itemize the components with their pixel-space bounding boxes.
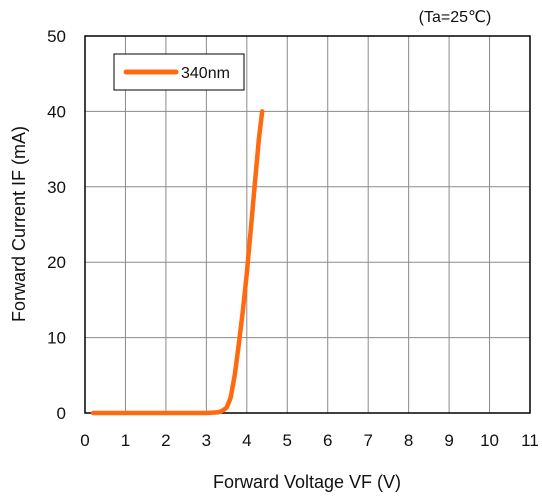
x-tick-label: 1 — [121, 431, 130, 450]
x-axis-label: Forward Voltage VF (V) — [213, 472, 401, 492]
y-tick-label: 50 — [47, 27, 66, 46]
x-tick-label: 3 — [202, 431, 211, 450]
x-tick-label: 4 — [242, 431, 251, 450]
y-axis-label: Forward Current IF (mA) — [9, 126, 29, 322]
legend: 340nm — [113, 53, 245, 91]
y-tick-label: 0 — [57, 404, 66, 423]
x-tick-label: 5 — [283, 431, 292, 450]
legend-label: 340nm — [181, 65, 230, 82]
plot-frame — [84, 35, 531, 414]
x-tick-label: 11 — [521, 431, 539, 450]
x-tick-label: 2 — [161, 431, 170, 450]
series-line-340nm — [90, 109, 265, 416]
x-tick-label: 10 — [480, 431, 499, 450]
temperature-note: (Ta=25℃) — [419, 9, 492, 26]
x-tick-label: 0 — [80, 431, 89, 450]
x-tick-label: 9 — [444, 431, 453, 450]
series-group — [90, 109, 265, 416]
plot-background — [85, 36, 530, 413]
x-tick-label: 8 — [404, 431, 413, 450]
y-tick-label: 40 — [47, 102, 66, 121]
y-tick-labels: 0 10 20 30 40 50 — [47, 27, 66, 423]
x-tick-label: 7 — [363, 431, 372, 450]
y-tick-label: 30 — [47, 178, 66, 197]
y-tick-label: 10 — [47, 329, 66, 348]
y-tick-label: 20 — [47, 253, 66, 272]
x-tick-labels: 0 1 2 3 4 5 6 7 8 9 10 11 — [80, 431, 539, 450]
grid-lines — [85, 36, 530, 413]
x-tick-label: 6 — [323, 431, 332, 450]
